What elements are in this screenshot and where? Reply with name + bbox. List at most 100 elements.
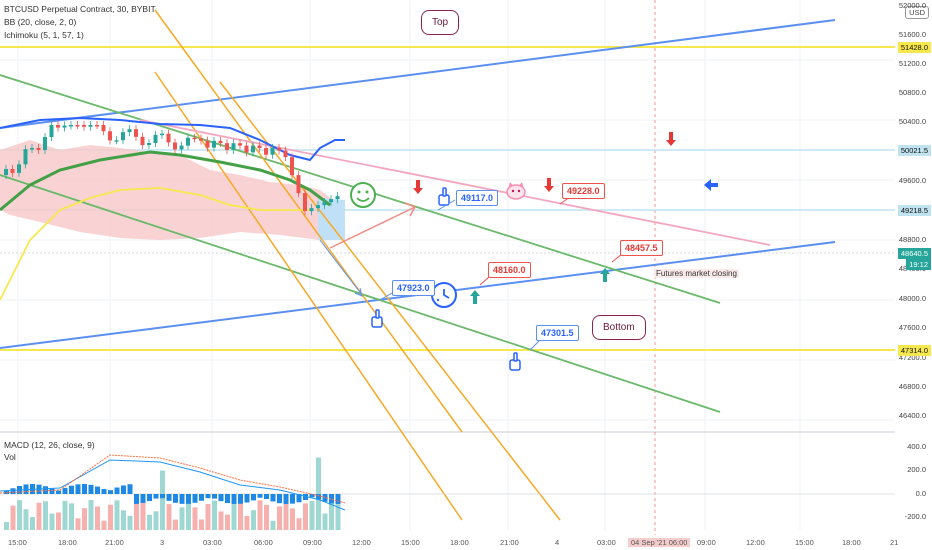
volume-bar <box>10 505 16 530</box>
macd-bar <box>290 494 295 504</box>
time-label: 15:00 <box>401 538 420 547</box>
candle <box>296 175 301 194</box>
volume-bar <box>296 518 302 530</box>
candle <box>192 137 197 140</box>
volume-bar <box>30 517 35 530</box>
candle <box>62 125 67 128</box>
macd-bar <box>264 494 269 500</box>
volume-bar <box>69 503 74 530</box>
arrow-down-icon <box>544 178 554 192</box>
callout-49228[interactable]: 49228.0 <box>562 183 605 199</box>
macd-bar <box>251 494 256 501</box>
volume-bar <box>257 500 263 530</box>
callout-48457[interactable]: 48457.5 <box>620 240 663 256</box>
time-label: 21:00 <box>500 538 519 547</box>
volume-bar <box>166 504 172 530</box>
time-label: 3 <box>160 538 165 547</box>
macd-bar <box>296 494 302 503</box>
candle <box>264 148 268 155</box>
ichimoku-legend[interactable]: Ichimoku (5, 1, 57, 1) <box>4 30 84 40</box>
orange-channel-3 <box>219 81 561 521</box>
macd-bar <box>101 489 107 494</box>
arrow-down-icon <box>413 180 423 194</box>
macd-legend[interactable]: MACD (12, 26, close, 9) <box>4 440 95 450</box>
pink-trendline <box>139 119 771 246</box>
callout-49117[interactable]: 49117.0 <box>456 190 499 206</box>
currency-badge[interactable]: USD <box>905 6 929 19</box>
volume-bar <box>329 501 334 530</box>
volume-bar <box>244 515 250 530</box>
volume-bar <box>335 502 341 530</box>
arrow-down-icon <box>666 132 676 146</box>
macd-bar <box>316 494 321 500</box>
macd-bar <box>186 494 191 504</box>
candle <box>225 143 229 150</box>
time-label: 09:00 <box>303 538 322 547</box>
macd-bar <box>322 494 328 502</box>
vol-legend[interactable]: Vol <box>4 452 16 462</box>
callout-48160[interactable]: 48160.0 <box>488 262 531 278</box>
candle <box>147 143 151 146</box>
bottom-bubble[interactable]: Bottom <box>592 315 646 340</box>
price-label: 50800.0 <box>898 88 926 97</box>
candle <box>166 133 171 143</box>
macd-bar <box>95 486 100 494</box>
price-label: 48000.0 <box>898 294 926 303</box>
clock-face-icon <box>431 282 457 308</box>
arrow-up-icon <box>600 268 610 282</box>
volume-bar <box>153 511 159 530</box>
time-label: 15:00 <box>8 538 27 547</box>
candle <box>238 143 242 146</box>
macd-bar <box>179 494 185 504</box>
macd-bar <box>283 494 289 504</box>
volume-bar <box>225 514 230 530</box>
macd-bar <box>62 487 68 494</box>
macd-bar <box>49 488 55 494</box>
candle <box>17 164 21 173</box>
macd-bar <box>277 494 282 504</box>
arrow-left-icon <box>704 179 718 191</box>
price-axis[interactable]: USD 52000.0 51600.0 51200.0 50800.0 5040… <box>894 0 932 550</box>
macd-bar <box>335 494 341 504</box>
candle <box>335 196 340 200</box>
macd-bar <box>212 494 217 499</box>
smiley-face-icon <box>350 182 376 208</box>
callout-47923[interactable]: 47923.0 <box>392 280 435 296</box>
volume-bar <box>192 507 198 530</box>
macd-bar <box>329 494 334 504</box>
countdown-tag: 19:12 <box>906 259 931 270</box>
level-tag: 49218.5 <box>897 205 931 216</box>
level-tag: 50021.5 <box>897 145 931 156</box>
candle <box>82 125 86 127</box>
price-label: 49600.0 <box>898 176 926 185</box>
candle <box>121 132 125 141</box>
candle <box>114 140 119 142</box>
volume-bar <box>134 502 139 530</box>
volume-bar <box>186 500 191 530</box>
macd-bar <box>192 494 198 503</box>
price-label: 46400.0 <box>898 411 926 420</box>
volume-bar <box>95 506 100 530</box>
callout-47301[interactable]: 47301.5 <box>536 325 579 341</box>
candle <box>30 148 34 150</box>
macd-bar <box>82 484 87 494</box>
volume-bar <box>251 510 256 530</box>
candle <box>322 202 327 206</box>
bb-legend[interactable]: BB (20, close, 2, 0) <box>4 17 77 27</box>
price-label: 51600.0 <box>898 30 926 39</box>
macd-bar <box>153 494 159 499</box>
volume-bar <box>17 500 22 530</box>
symbol-legend[interactable]: BTCUSD Perpetual Contract, 30, BYBIT <box>4 4 156 14</box>
candle <box>212 140 216 148</box>
top-bubble[interactable]: Top <box>421 10 460 35</box>
pointing-hand-icon <box>371 309 383 328</box>
candle <box>101 125 106 132</box>
macd-bar <box>218 494 224 502</box>
signal-line <box>0 454 346 504</box>
macd-bar <box>270 494 276 502</box>
price-label: 48800.0 <box>898 235 926 244</box>
macd-bar <box>173 494 178 503</box>
candle <box>160 133 164 136</box>
pointing-hand-icon <box>438 187 450 206</box>
